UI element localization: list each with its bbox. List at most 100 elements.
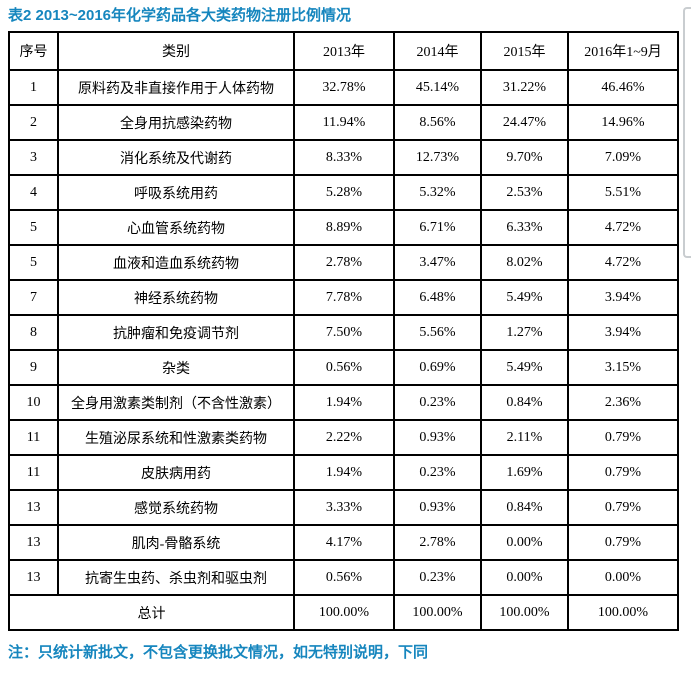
table-row: 9 杂类 0.56% 0.69% 5.49% 3.15% [8,349,679,386]
table-row: 13 感觉系统药物 3.33% 0.93% 0.84% 0.79% [8,489,679,526]
clipped-side-panel-edge [683,7,691,258]
category-cell: 生殖泌尿系统和性激素类药物 [57,419,295,456]
value-cell: 0.56% [293,559,395,596]
category-cell: 消化系统及代谢药 [57,139,295,176]
rank-cell: 9 [8,349,59,386]
value-cell: 2.53% [480,174,569,211]
value-cell: 5.32% [393,174,482,211]
header-cell-2016: 2016年1~9月 [567,31,679,71]
table-row: 11 生殖泌尿系统和性激素类药物 2.22% 0.93% 2.11% 0.79% [8,419,679,456]
value-cell: 3.15% [567,349,679,386]
value-cell: 0.79% [567,489,679,526]
table-row: 3 消化系统及代谢药 8.33% 12.73% 9.70% 7.09% [8,139,679,176]
table-row: 13 抗寄生虫药、杀虫剂和驱虫剂 0.56% 0.23% 0.00% 0.00% [8,559,679,596]
value-cell: 0.79% [567,419,679,456]
value-cell: 4.17% [293,524,395,561]
category-cell: 神经系统药物 [57,279,295,316]
value-cell: 9.70% [480,139,569,176]
table-title: 表2 2013~2016年化学药品各大类药物注册比例情况 [8,7,352,24]
value-cell: 0.84% [480,489,569,526]
total-row: 总计 100.00% 100.00% 100.00% 100.00% [8,594,679,631]
header-cell-2014: 2014年 [393,31,482,71]
total-value-cell: 100.00% [480,594,569,631]
value-cell: 0.69% [393,349,482,386]
value-cell: 5.28% [293,174,395,211]
rank-cell: 5 [8,209,59,246]
value-cell: 0.00% [480,524,569,561]
total-label-cell: 总计 [8,594,295,631]
rank-cell: 13 [8,489,59,526]
value-cell: 4.72% [567,209,679,246]
rank-cell: 1 [8,69,59,106]
rank-cell: 4 [8,174,59,211]
category-cell: 血液和造血系统药物 [57,244,295,281]
rank-cell: 2 [8,104,59,141]
value-cell: 0.79% [567,454,679,491]
value-cell: 8.33% [293,139,395,176]
value-cell: 1.27% [480,314,569,351]
total-value-cell: 100.00% [567,594,679,631]
rank-cell: 11 [8,419,59,456]
value-cell: 0.23% [393,454,482,491]
rank-cell: 3 [8,139,59,176]
value-cell: 24.47% [480,104,569,141]
header-cell-no: 序号 [8,31,59,71]
header-cell-2013: 2013年 [293,31,395,71]
value-cell: 3.94% [567,279,679,316]
value-cell: 0.23% [393,559,482,596]
value-cell: 5.56% [393,314,482,351]
table-row: 1 原料药及非直接作用于人体药物 32.78% 45.14% 31.22% 46… [8,69,679,106]
value-cell: 0.79% [567,524,679,561]
value-cell: 14.96% [567,104,679,141]
value-cell: 5.51% [567,174,679,211]
category-cell: 原料药及非直接作用于人体药物 [57,69,295,106]
value-cell: 45.14% [393,69,482,106]
table-row: 4 呼吸系统用药 5.28% 5.32% 2.53% 5.51% [8,174,679,211]
category-cell: 皮肤病用药 [57,454,295,491]
value-cell: 6.33% [480,209,569,246]
value-cell: 2.78% [293,244,395,281]
value-cell: 46.46% [567,69,679,106]
value-cell: 0.56% [293,349,395,386]
rank-cell: 11 [8,454,59,491]
header-cell-2015: 2015年 [480,31,569,71]
value-cell: 7.09% [567,139,679,176]
total-value-cell: 100.00% [293,594,395,631]
value-cell: 0.23% [393,384,482,421]
value-cell: 2.22% [293,419,395,456]
table-row: 7 神经系统药物 7.78% 6.48% 5.49% 3.94% [8,279,679,316]
value-cell: 4.72% [567,244,679,281]
rank-cell: 13 [8,524,59,561]
category-cell: 全身用激素类制剂（不含性激素） [57,384,295,421]
value-cell: 1.69% [480,454,569,491]
total-value-cell: 100.00% [393,594,482,631]
value-cell: 8.02% [480,244,569,281]
value-cell: 6.71% [393,209,482,246]
header-cell-category: 类别 [57,31,295,71]
value-cell: 5.49% [480,349,569,386]
value-cell: 8.89% [293,209,395,246]
rank-cell: 10 [8,384,59,421]
value-cell: 6.48% [393,279,482,316]
value-cell: 2.11% [480,419,569,456]
value-cell: 1.94% [293,384,395,421]
value-cell: 0.93% [393,419,482,456]
value-cell: 12.73% [393,139,482,176]
table-row: 5 心血管系统药物 8.89% 6.71% 6.33% 4.72% [8,209,679,246]
table-row: 11 皮肤病用药 1.94% 0.23% 1.69% 0.79% [8,454,679,491]
value-cell: 3.33% [293,489,395,526]
value-cell: 2.78% [393,524,482,561]
value-cell: 0.93% [393,489,482,526]
value-cell: 3.94% [567,314,679,351]
rank-cell: 7 [8,279,59,316]
rank-cell: 13 [8,559,59,596]
value-cell: 5.49% [480,279,569,316]
table-row: 8 抗肿瘤和免疫调节剂 7.50% 5.56% 1.27% 3.94% [8,314,679,351]
category-cell: 杂类 [57,349,295,386]
rank-cell: 5 [8,244,59,281]
value-cell: 31.22% [480,69,569,106]
rank-cell: 8 [8,314,59,351]
value-cell: 2.36% [567,384,679,421]
category-cell: 抗寄生虫药、杀虫剂和驱虫剂 [57,559,295,596]
drug-registration-table: 序号 类别 2013年 2014年 2015年 2016年1~9月 1 原料药及… [8,31,679,631]
